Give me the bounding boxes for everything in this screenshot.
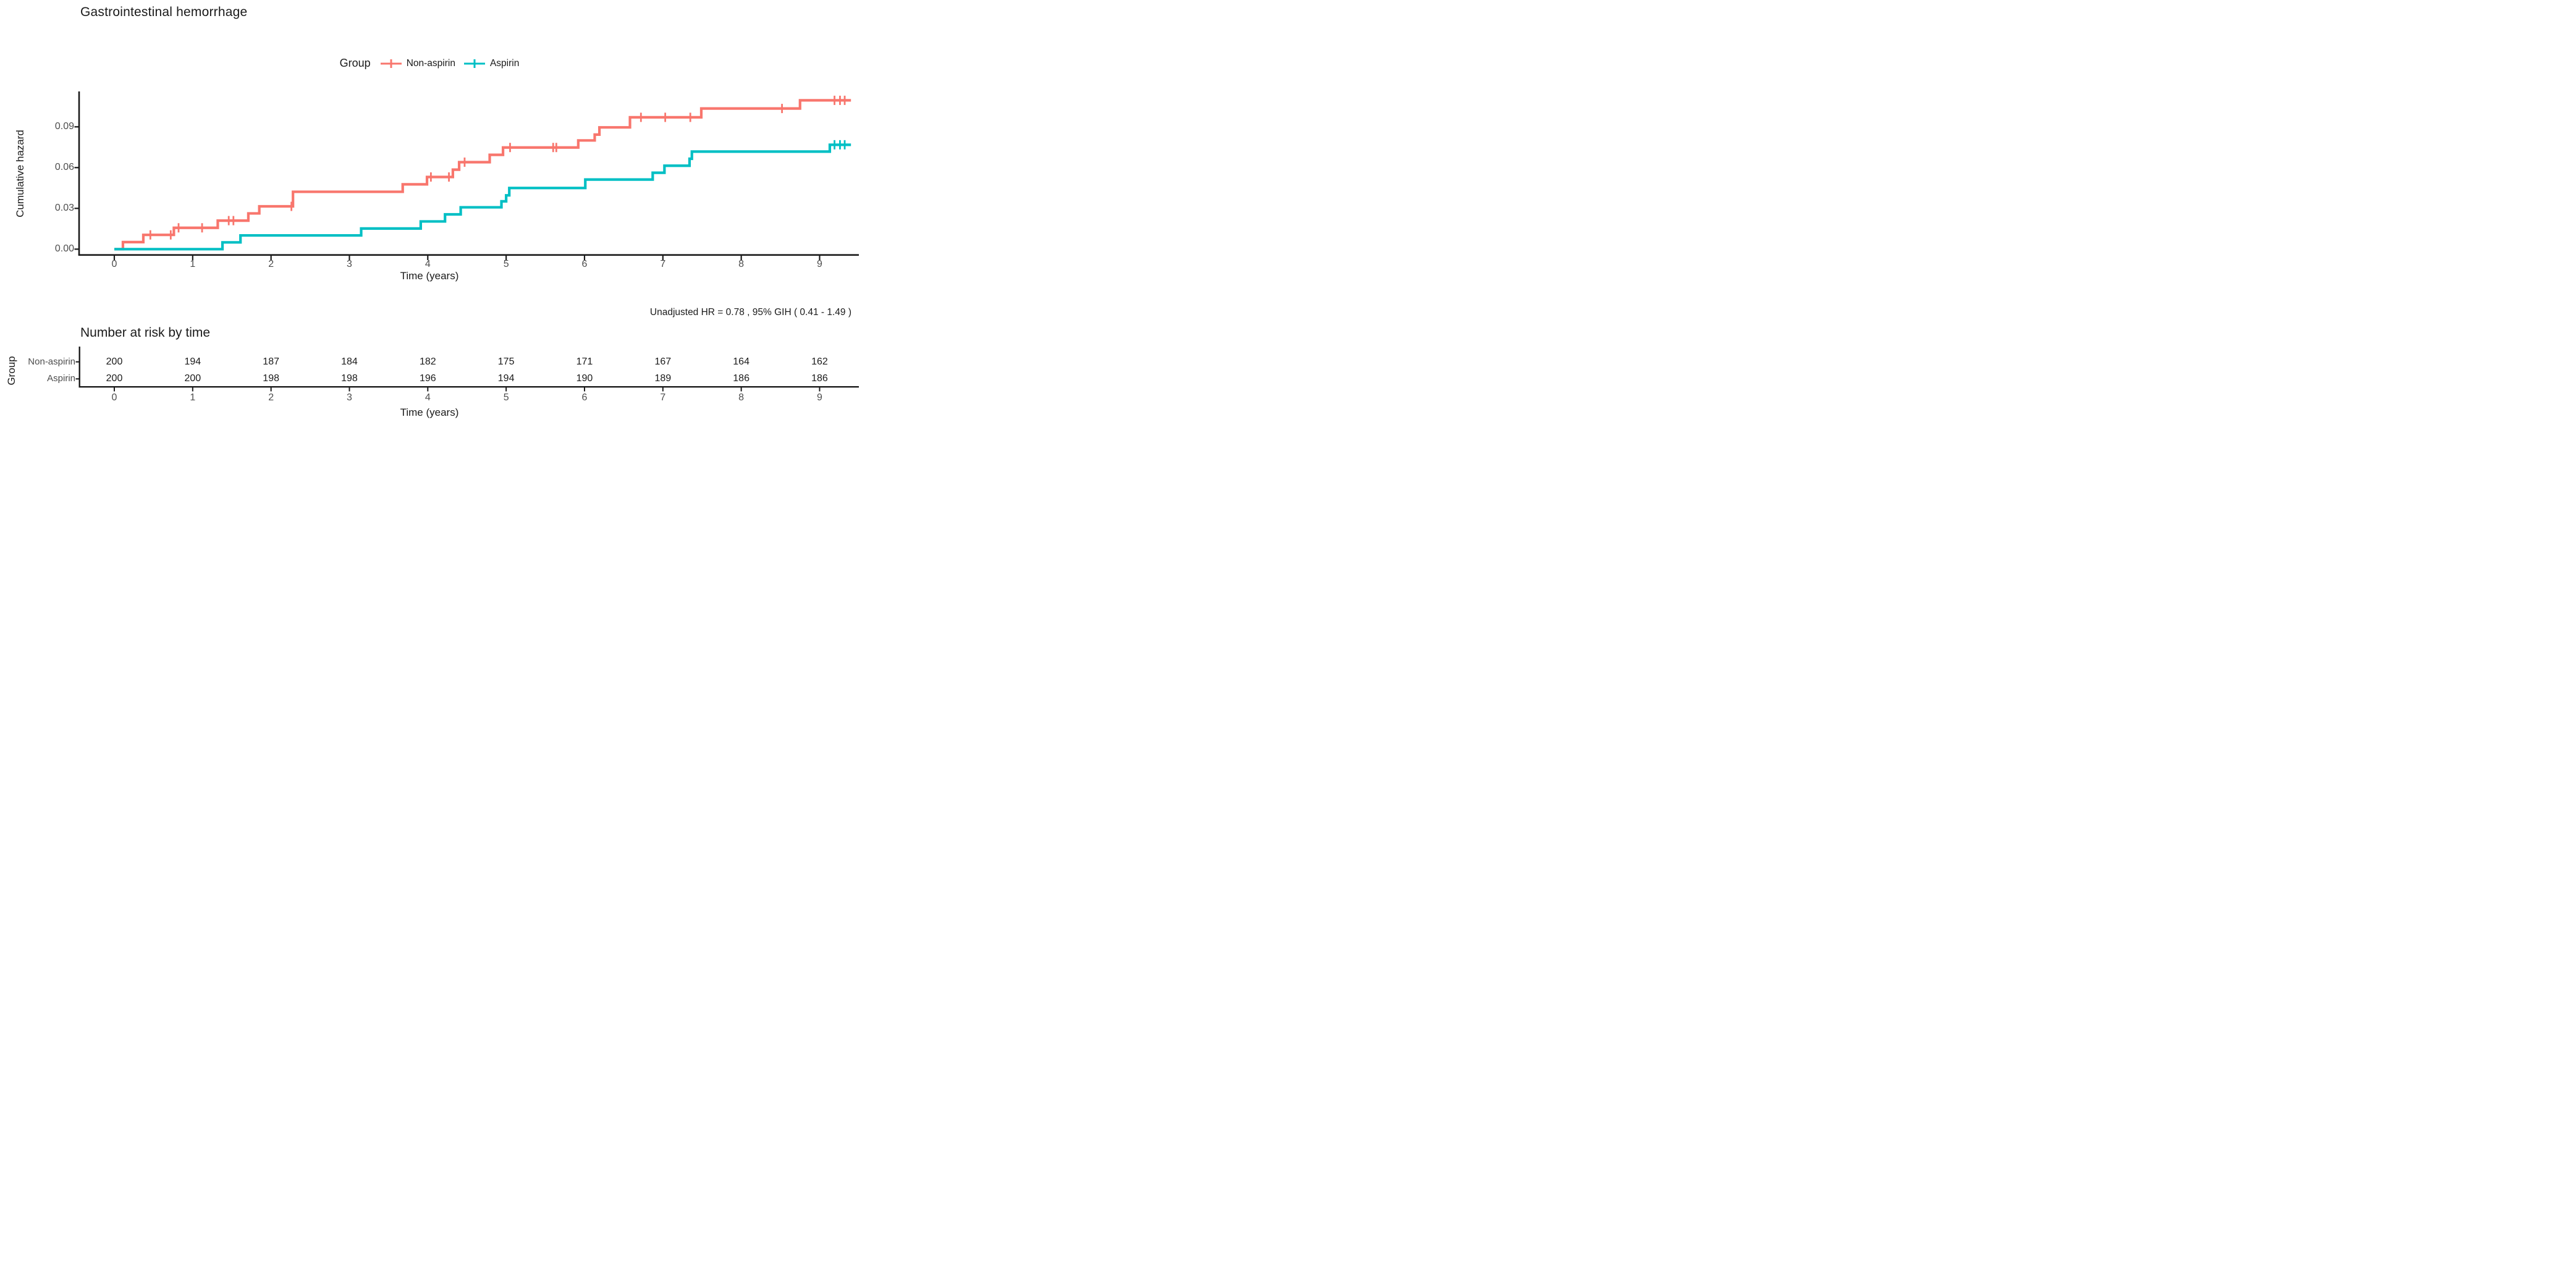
risk-table-x-tick-label: 5 <box>503 392 509 403</box>
risk-table-x-tick-label: 2 <box>268 392 274 403</box>
risk-table-value: 164 <box>733 356 750 367</box>
risk-table-value: 175 <box>497 356 515 367</box>
risk-table-value: 200 <box>106 356 123 367</box>
risk-table-x-tick-label: 0 <box>111 392 117 403</box>
censor-plus-icon <box>380 59 402 68</box>
risk-table-value: 186 <box>811 373 828 384</box>
x-tick-label: 3 <box>347 258 352 269</box>
risk-table-title: Number at risk by time <box>80 326 211 340</box>
risk-table-value: 171 <box>576 356 593 367</box>
censor-plus-icon <box>463 59 485 68</box>
y-tick-label: 0.00 <box>54 243 74 255</box>
legend-item-aspirin: Aspirin <box>463 58 519 69</box>
legend-item-label: Non-aspirin <box>406 57 455 69</box>
plot-title: Gastrointestinal hemorrhage <box>80 5 248 19</box>
risk-table-row-label-aspirin: Aspirin <box>47 373 75 384</box>
legend-item-non-aspirin: Non-aspirin <box>380 58 455 69</box>
x-tick-label: 4 <box>424 258 431 269</box>
legend: Group Non-aspirin Aspirin <box>0 57 859 70</box>
x-tick-label: 6 <box>581 258 588 269</box>
risk-table-x-tick-label: 7 <box>660 392 666 403</box>
risk-table-value: 190 <box>576 373 593 384</box>
x-tick-label: 2 <box>268 258 274 269</box>
risk-table-value: 167 <box>654 356 672 367</box>
x-tick-label: 0 <box>111 258 117 269</box>
y-tick-label: 0.03 <box>54 203 74 214</box>
survival-plot-figure: Gastrointestinal hemorrhage Group Non-as… <box>0 0 859 428</box>
risk-table-value: 200 <box>184 373 201 384</box>
risk-table-value: 182 <box>419 356 436 367</box>
legend-title: Group <box>339 57 371 69</box>
risk-table-value: 198 <box>263 373 279 384</box>
risk-table-x-tick-label: 4 <box>424 392 431 403</box>
risk-table-x-tick-label: 8 <box>738 392 745 403</box>
risk-table-value: 196 <box>419 373 436 384</box>
risk-table-value: 194 <box>497 373 515 384</box>
risk-table-row-label-non-aspirin: Non-aspirin <box>28 356 75 367</box>
risk-table-x-tick-label: 9 <box>817 392 822 403</box>
x-axis-title: Time (years) <box>400 270 459 282</box>
risk-table-value: 187 <box>263 356 279 367</box>
chart-canvas <box>74 91 859 392</box>
x-tick-label: 1 <box>190 258 196 269</box>
legend-item-label: Aspirin <box>489 57 520 69</box>
risk-table-value: 184 <box>341 356 358 367</box>
risk-table-value: 198 <box>341 373 358 384</box>
risk-table-value: 162 <box>811 356 828 367</box>
risk-table-x-tick-label: 1 <box>190 392 196 403</box>
x-tick-label: 8 <box>738 258 745 269</box>
x-tick-label: 5 <box>503 258 509 269</box>
risk-table-value: 189 <box>654 373 672 384</box>
x-tick-label: 9 <box>817 258 822 269</box>
y-tick-label: 0.09 <box>54 121 74 132</box>
risk-table-value: 200 <box>106 373 123 384</box>
risk-table-x-tick-label: 3 <box>347 392 352 403</box>
risk-table-value: 194 <box>184 356 201 367</box>
hazard-ratio-annotation: Unadjusted HR = 0.78 , 95% GIH ( 0.41 - … <box>649 307 851 318</box>
x-tick-label: 7 <box>660 258 666 269</box>
risk-table-value: 186 <box>733 373 750 384</box>
risk-table-x-axis-title: Time (years) <box>400 407 459 418</box>
y-tick-label: 0.06 <box>54 162 74 173</box>
risk-table-x-tick-label: 6 <box>581 392 588 403</box>
